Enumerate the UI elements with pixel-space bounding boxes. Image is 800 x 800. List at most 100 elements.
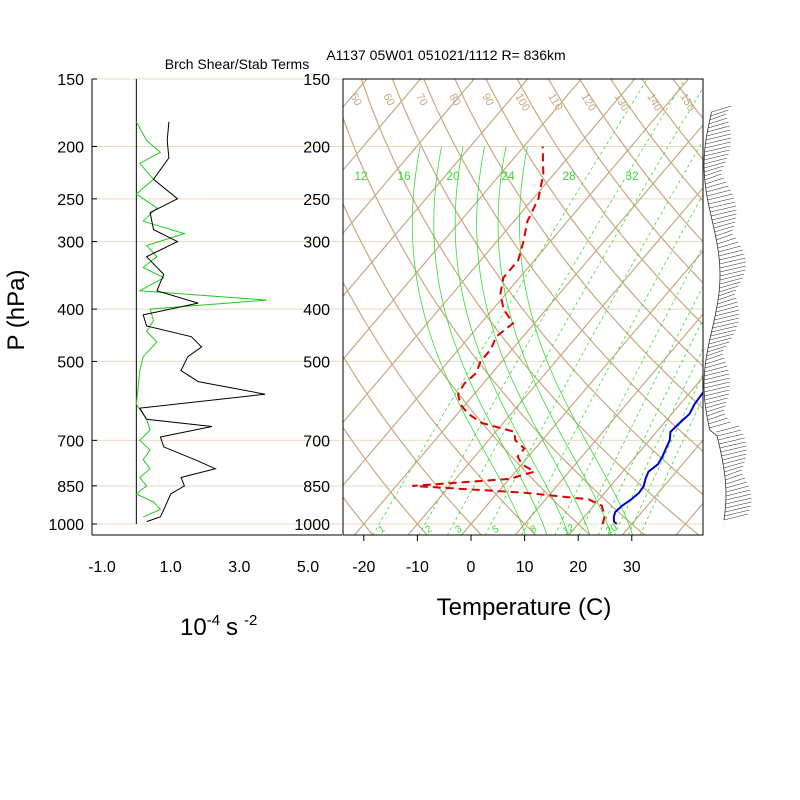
moist-adiabat-line — [497, 146, 612, 535]
wind-barb — [705, 397, 728, 405]
wind-barb — [707, 413, 725, 421]
dry-adiabat-line — [360, 79, 700, 535]
mixing-ratio-line — [613, 348, 703, 535]
wind-barb — [725, 501, 752, 509]
wind-barb — [719, 273, 745, 281]
wind-barb — [709, 201, 736, 209]
wind-barb — [706, 189, 731, 197]
wind-barb — [725, 481, 748, 489]
wind-barb — [707, 193, 733, 201]
wind-barb — [724, 465, 744, 473]
mixing-ratio-top-label-12: 12 — [354, 169, 368, 183]
wind-barb — [717, 241, 739, 249]
mixing-ratio-line — [639, 396, 703, 535]
wind-barb-staff — [703, 111, 727, 521]
isotherm-line — [343, 79, 422, 172]
skew-t-panel: 50 60 70 80 90 100 110 120 130 140 150 12 16 20 24 28 3… — [294, 47, 704, 576]
temperature-profile-line — [612, 390, 703, 525]
temp-tick-label-2: 0 — [467, 559, 476, 576]
sounding-title: A1137 05W01 051021/1112 R= 836km — [326, 47, 565, 63]
wind-barb — [717, 429, 742, 437]
wind-barb — [704, 149, 730, 157]
moist-adiabat-line — [476, 146, 591, 535]
moist-adiabat-line — [454, 146, 569, 535]
left-ytick-label-850: 850 — [57, 479, 84, 496]
temp-tick-label-1: -10 — [406, 559, 429, 576]
stability-term-line — [135, 121, 267, 518]
left-ytick-label-500: 500 — [57, 354, 84, 371]
wind-barb — [724, 509, 750, 517]
mixing-ratio-line — [372, 79, 648, 535]
wind-barb — [706, 129, 731, 137]
units-exp-2: -2 — [244, 612, 257, 629]
skew-ytick-label-300: 300 — [303, 235, 330, 252]
left-ytick-label-300: 300 — [57, 235, 84, 252]
mixing-ratio-bottom-label-2: 2 — [424, 523, 435, 536]
mixing-ratio-line — [418, 79, 686, 535]
wind-barb — [725, 485, 749, 493]
isotherm-line — [621, 439, 703, 535]
temp-tick-label-3: 10 — [516, 559, 534, 576]
skew-ytick-label-200: 200 — [303, 139, 330, 156]
wind-barb — [715, 229, 734, 237]
wind-barb — [719, 257, 746, 265]
isotherm-line — [514, 313, 703, 535]
mixing-ratio-top-label-20: 20 — [446, 169, 460, 183]
wind-barb — [704, 369, 729, 377]
mixing-ratio-line — [446, 87, 703, 535]
wind-barb — [715, 305, 739, 313]
mixing-ratio-bottom-label-5: 5 — [491, 523, 502, 536]
wind-barb — [707, 121, 729, 129]
wind-barb — [704, 365, 728, 373]
left-isobar-lines — [92, 78, 342, 525]
temperature-axis-title: Temperature (C) — [437, 594, 612, 621]
mixing-ratio-line — [554, 245, 703, 535]
dry-adiabat-line — [343, 202, 591, 535]
left-xtick-label-0: -1.0 — [88, 559, 116, 576]
wind-barb — [716, 233, 734, 241]
dry-adiabat-line — [343, 355, 483, 535]
wind-barb — [710, 329, 736, 337]
mixing-ratio-line — [597, 319, 703, 535]
wind-barb — [715, 309, 740, 317]
wind-barb — [704, 393, 729, 401]
wind-barb — [707, 345, 727, 353]
wind-barb — [706, 185, 729, 193]
wind-barb — [708, 117, 728, 125]
mixing-ratio-line — [521, 193, 703, 535]
wind-barb — [705, 133, 731, 141]
wind-barb — [708, 197, 735, 205]
mixing-ratio-bottom-label-8: 8 — [529, 523, 540, 536]
mixing-ratio-line — [627, 373, 703, 535]
wind-barb — [704, 361, 726, 369]
skew-ytick-label-850: 850 — [303, 479, 330, 496]
wind-barb — [719, 253, 745, 261]
isotherm-line — [460, 250, 703, 535]
wind-barb — [710, 205, 737, 213]
wind-barb — [719, 281, 741, 289]
wind-barb — [704, 385, 731, 393]
wind-barb — [704, 169, 723, 177]
wind-barb — [718, 245, 741, 253]
moist-adiabat-line — [411, 146, 526, 535]
left-xtick-label-3: 5.0 — [297, 559, 319, 576]
skew-ytick-label-150: 150 — [303, 72, 330, 89]
wind-barb — [713, 221, 736, 229]
wind-barb — [711, 325, 738, 333]
isotherm-line — [343, 79, 636, 424]
mixing-ratio-lines — [372, 79, 703, 535]
wind-barb — [714, 313, 740, 321]
temp-tick-label-5: 30 — [623, 559, 641, 576]
wind-barb — [717, 293, 735, 301]
shear-term-line — [138, 121, 266, 523]
wind-barb — [710, 109, 729, 117]
wind-barb — [704, 173, 722, 181]
mixing-ratio-top-label-28: 28 — [562, 169, 576, 183]
wind-barb — [717, 297, 737, 305]
skew-ytick-label-700: 700 — [303, 433, 330, 450]
units-exp-1: -4 — [207, 612, 220, 629]
mixing-ratio-bottom-label-1: 1 — [377, 523, 388, 536]
wind-barb — [712, 217, 737, 225]
wind-barb — [704, 145, 731, 153]
